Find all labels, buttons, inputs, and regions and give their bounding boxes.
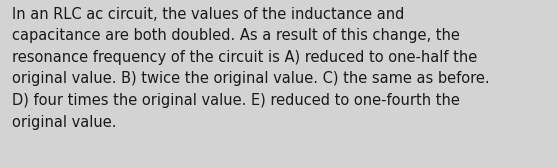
- Text: In an RLC ac circuit, the values of the inductance and
capacitance are both doub: In an RLC ac circuit, the values of the …: [12, 7, 490, 130]
